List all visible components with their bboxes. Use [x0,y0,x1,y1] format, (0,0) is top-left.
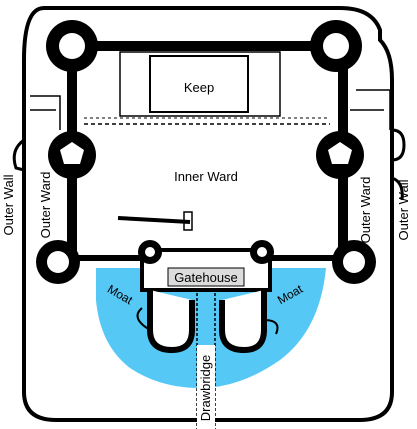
outer-wall-bastion-left [12,138,25,172]
building-west-range [30,95,61,130]
keep-building [149,55,249,113]
label-outer-ward-right: Outer Ward [358,177,373,244]
label-keep: Keep [184,80,214,95]
building-east-range [350,89,391,130]
label-outer-ward-left: Outer Ward [38,172,53,239]
gatehouse-structure [138,240,274,292]
tower-south-west [36,240,80,284]
label-drawbridge: Drawbridge [198,355,213,421]
label-outer-wall-left: Outer Wall [1,174,16,235]
outer-wall-bastion-right [391,128,406,162]
tower-north-west [46,20,98,72]
tower-south-east [332,240,376,284]
tower-west-middle [48,131,96,179]
outer-wall-bastion-right-lower [391,176,404,201]
inner-structure-post [183,211,193,231]
barbican [136,290,279,354]
label-outer-wall-right: Outer Wall [396,179,411,240]
drawbridge [196,288,216,429]
inner-structure-bar [117,216,191,224]
keep-outer-range [119,51,281,117]
label-inner-ward: Inner Ward [174,169,238,184]
tower-north-east [310,20,362,72]
tower-east-middle [316,131,364,179]
label-gatehouse: Gatehouse [174,270,238,285]
outer-curtain-wall [22,6,394,422]
